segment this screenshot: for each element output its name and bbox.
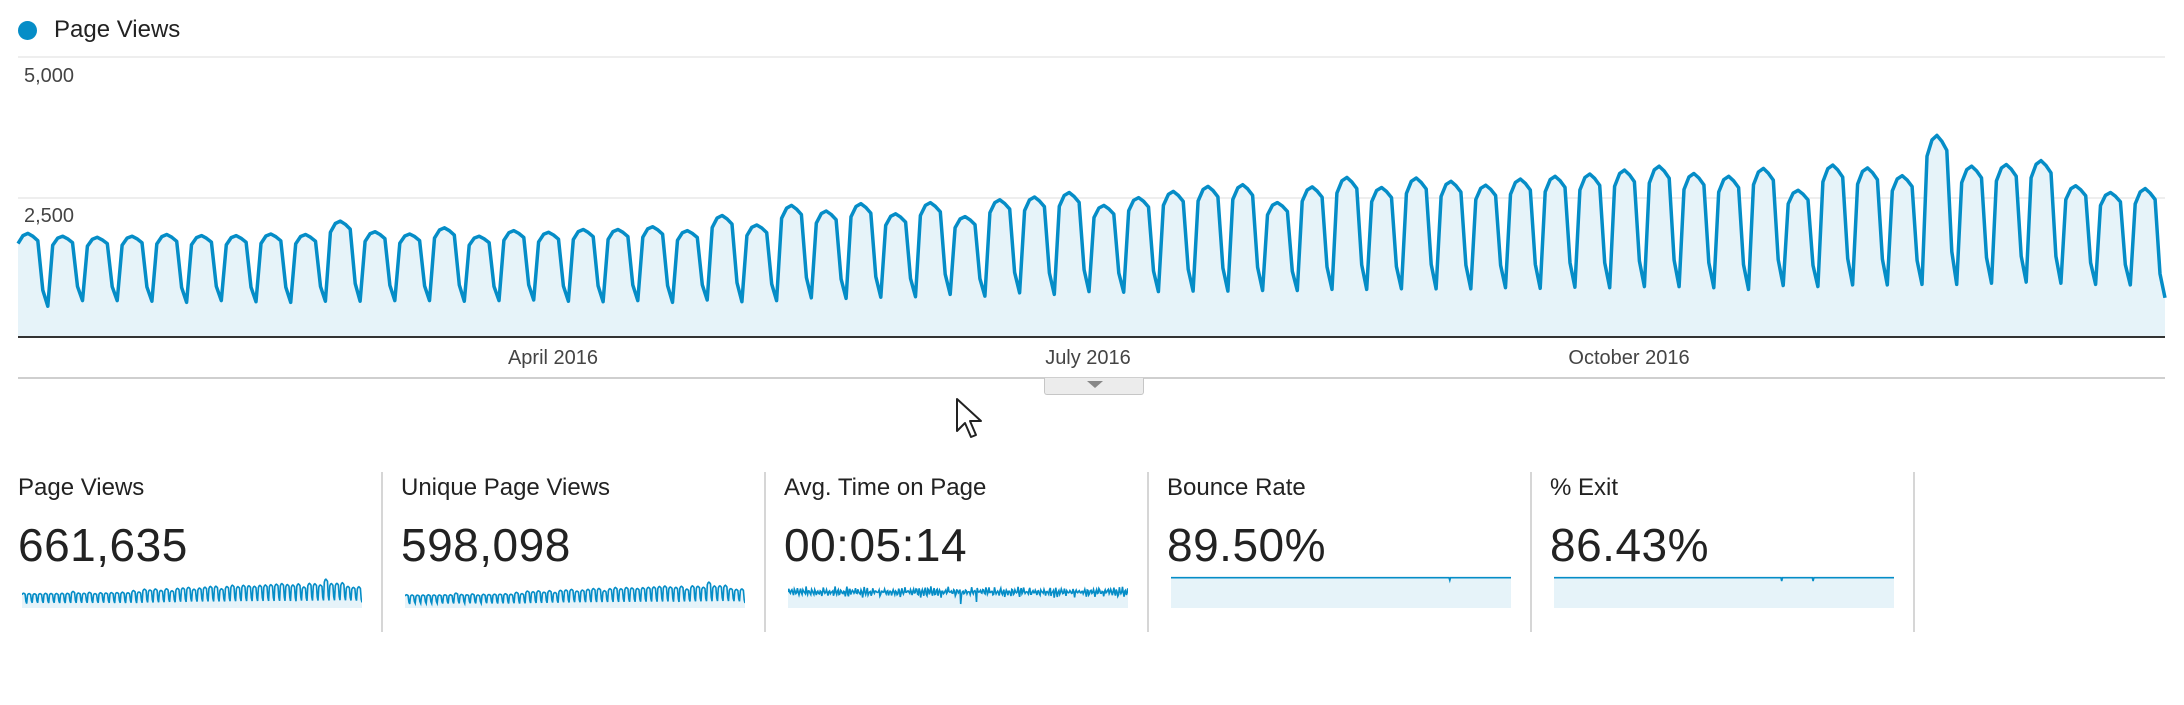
sparkline-line — [1554, 576, 1894, 582]
sparkline-line — [405, 581, 745, 607]
metric-divider — [1913, 472, 1915, 632]
y-tick-label: 5,000 — [24, 65, 74, 87]
sparkline-line — [1171, 576, 1511, 584]
metric-sparkline — [405, 581, 745, 608]
metric-label: Avg. Time on Page — [784, 474, 987, 501]
metric-value: 661,635 — [18, 519, 188, 571]
caret-down-icon — [1087, 381, 1103, 388]
sparkline-area — [1171, 577, 1511, 608]
metric-label: Unique Page Views — [401, 474, 611, 501]
chart-legend[interactable]: Page Views — [18, 16, 180, 44]
sparkline-area — [405, 582, 745, 608]
metric-avg-time-on-page[interactable]: Avg. Time on Page 00:05:14 — [766, 472, 1149, 632]
sparkline-line — [22, 578, 362, 604]
metric-exit-rate[interactable]: % Exit 86.43% — [1532, 472, 1915, 632]
metric-divider — [381, 472, 383, 632]
metric-label: Bounce Rate — [1167, 474, 1306, 501]
metric-bounce-rate[interactable]: Bounce Rate 89.50% — [1149, 472, 1532, 632]
x-tick-label: July 2016 — [1045, 347, 1131, 369]
legend-dot-icon — [18, 20, 37, 40]
sparkline-line — [788, 585, 1128, 605]
chart-expand-toggle[interactable] — [1044, 378, 1144, 395]
metric-label: % Exit — [1550, 474, 1619, 501]
mouse-pointer-icon — [956, 398, 982, 438]
metric-sparkline — [788, 585, 1128, 608]
legend-label: Page Views — [54, 16, 181, 43]
metric-value: 89.50% — [1167, 519, 1327, 571]
metric-unique-page-views[interactable]: Unique Page Views 598,098 — [383, 472, 766, 632]
series-area — [18, 135, 2165, 337]
metric-sparkline — [1554, 576, 1894, 608]
series-line — [16, 133, 2167, 308]
metric-value: 86.43% — [1550, 519, 1710, 571]
metric-value: 598,098 — [401, 519, 571, 571]
metric-sparkline — [1171, 576, 1511, 608]
metric-divider — [1147, 472, 1149, 632]
x-tick-label: April 2016 — [508, 347, 598, 369]
sparkline-area — [22, 579, 362, 608]
x-tick-label: October 2016 — [1568, 347, 1689, 369]
page-views-chart[interactable]: 5,000 2,500 April 2016 July 2016 October… — [0, 40, 2184, 380]
page-views-series — [16, 133, 2167, 337]
metric-divider — [764, 472, 766, 632]
metric-label: Page Views — [18, 474, 145, 501]
sparkline-area — [1554, 577, 1894, 608]
metric-sparkline — [22, 578, 362, 608]
y-tick-label: 2,500 — [24, 205, 74, 227]
metric-value: 00:05:14 — [784, 519, 968, 571]
metric-page-views[interactable]: Page Views 661,635 — [0, 472, 383, 632]
metric-divider — [1530, 472, 1532, 632]
